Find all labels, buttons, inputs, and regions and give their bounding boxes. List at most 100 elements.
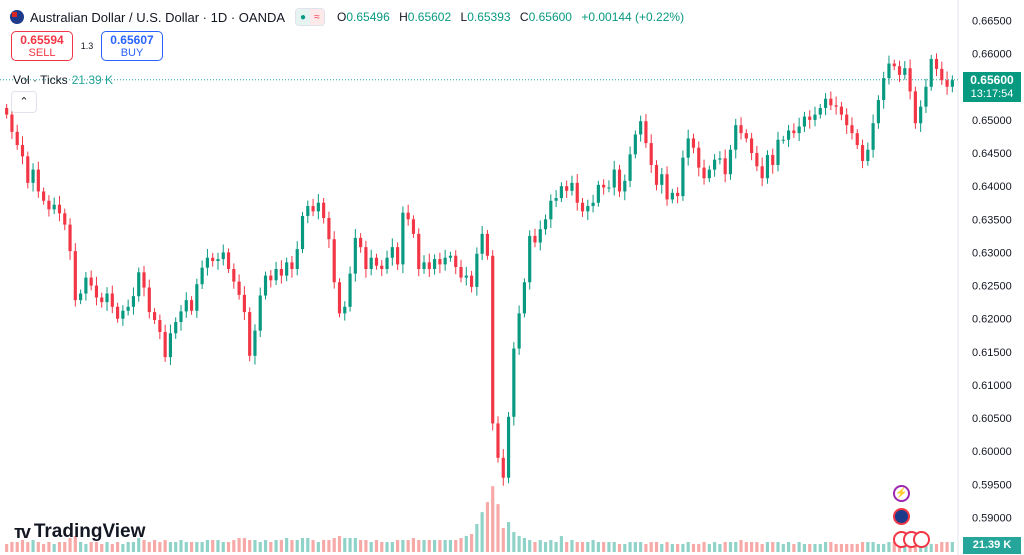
candle-body (348, 273, 352, 307)
volume-bar (411, 538, 416, 552)
y-tick-label: 0.62500 (972, 281, 1012, 293)
volume-bar (443, 540, 447, 552)
market-status-toggle[interactable]: ● ≈ (295, 8, 326, 26)
candle-body (396, 247, 400, 265)
candle-body (94, 285, 99, 298)
candle-body (617, 169, 622, 192)
candle-body (258, 295, 262, 331)
candle-body (739, 125, 743, 134)
volume-bar (364, 540, 368, 552)
volume-bar (79, 542, 83, 552)
volume-bar (776, 542, 780, 552)
candle-body (533, 235, 537, 243)
volume-bar (42, 544, 46, 552)
candle-body (644, 121, 648, 144)
volume-bar (496, 504, 500, 552)
volume-bar (374, 540, 379, 552)
volume-bar (602, 542, 606, 552)
volume-bar (116, 542, 120, 552)
y-tick-label: 0.61500 (972, 347, 1012, 359)
lightning-event-icon[interactable]: ⚡ (893, 485, 910, 502)
c-label: C (519, 10, 529, 24)
candle-body (380, 265, 384, 269)
volume-bar (390, 542, 394, 552)
sell-price: 0.65594 (20, 33, 64, 47)
volume-bar (760, 544, 764, 552)
y-tick-label: 0.65000 (972, 115, 1012, 127)
candle-body (876, 100, 880, 124)
candle-body (834, 105, 838, 107)
volume-bar (839, 544, 843, 552)
candle-body (168, 333, 173, 358)
symbol-legend: Australian Dollar / U.S. Dollar · 1D · O… (10, 7, 684, 27)
candle-body (744, 133, 748, 139)
candle-body (549, 200, 553, 220)
volume-bar (121, 544, 125, 552)
volume-bar (258, 542, 262, 552)
volume-bar (285, 538, 289, 552)
candle-body (808, 116, 812, 120)
tradingview-logo[interactable]: ᴛᴠ TradingView (14, 521, 145, 543)
au-event-icon[interactable] (893, 508, 910, 525)
candle-body (279, 269, 283, 276)
l-label: L (460, 10, 468, 24)
volume-bar (353, 538, 357, 552)
chevron-up-icon: ⌃ (19, 96, 29, 108)
candle-body (269, 275, 273, 281)
volume-bar (105, 542, 109, 552)
volume-bar (580, 542, 585, 552)
volume-bar (570, 540, 574, 552)
candle-body (596, 184, 600, 203)
candle-body (79, 293, 83, 301)
candle-body (945, 80, 949, 87)
candle-body (649, 143, 653, 165)
y-tick-label: 0.64000 (972, 181, 1012, 193)
volume-label[interactable]: Vol · Ticks (13, 73, 68, 87)
candle-body (417, 233, 421, 269)
candle-body (491, 255, 495, 424)
candle-body (401, 212, 405, 265)
volume-bar (681, 544, 685, 552)
sell-label: SELL (28, 47, 56, 59)
volume-bar (226, 542, 231, 552)
candle-body (866, 149, 870, 161)
candle-body (496, 423, 500, 458)
spread-value: 1.3 (80, 41, 94, 51)
candle-body (73, 251, 77, 301)
candle-body (459, 267, 463, 278)
buy-button[interactable]: 0.65607 BUY (101, 31, 163, 61)
candle-body (612, 169, 616, 188)
symbol-title[interactable]: Australian Dollar / U.S. Dollar · 1D · O… (30, 9, 286, 25)
collapse-legend-button[interactable]: ⌃ (11, 91, 37, 113)
candle-body (337, 282, 342, 314)
candle-body (559, 186, 563, 199)
volume-value: 21.39 K (71, 73, 114, 87)
volume-bar (887, 542, 891, 552)
volume-bar (934, 544, 939, 552)
wave-icon: ≈ (310, 9, 325, 25)
volume-bar (200, 542, 204, 552)
candle-body (116, 306, 120, 319)
volume-bar (20, 540, 25, 552)
volume-bar (829, 542, 833, 552)
candle-body (422, 262, 426, 269)
volume-bar (216, 540, 220, 552)
candle-body (797, 126, 801, 134)
sell-button[interactable]: 0.65594 SELL (11, 31, 73, 61)
volume-bar (184, 542, 188, 552)
volume-bar (750, 542, 754, 552)
volume-bar (131, 542, 136, 552)
volume-tag: 21.39 K (963, 537, 1021, 554)
volume-bar (221, 542, 225, 552)
au-us-flag-icon (10, 10, 24, 24)
volume-bar (855, 544, 859, 552)
volume-bar (306, 538, 310, 552)
volume-bar (454, 540, 458, 552)
candle-body (728, 149, 733, 175)
candle-body (765, 155, 770, 179)
candle-body (327, 217, 331, 240)
candle-body (628, 154, 632, 181)
candle-body (802, 116, 807, 127)
us-event-icon[interactable] (913, 531, 930, 548)
